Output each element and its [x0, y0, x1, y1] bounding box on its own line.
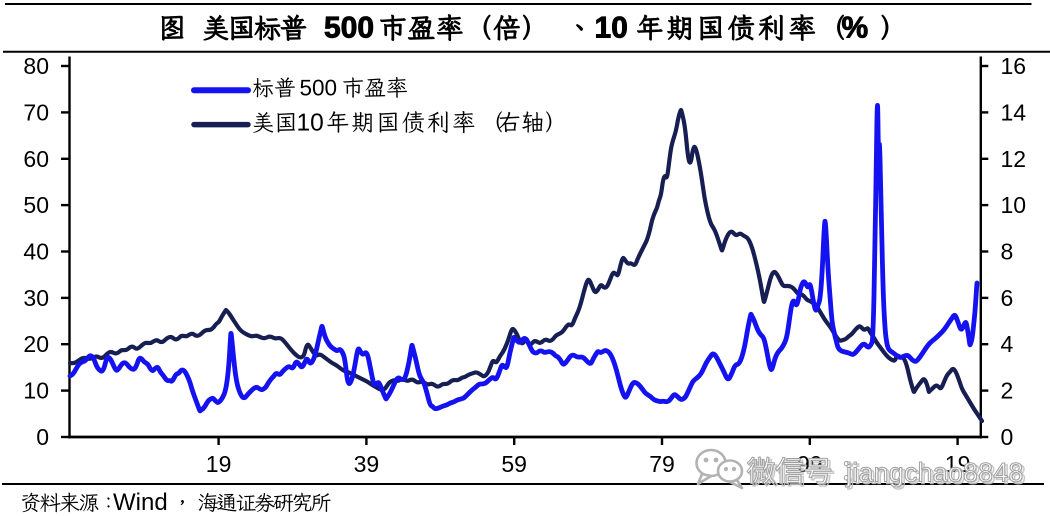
svg-text:6: 6 [1001, 285, 1014, 311]
svg-text:2: 2 [1001, 378, 1014, 404]
svg-text:50: 50 [23, 192, 49, 218]
svg-text:70: 70 [23, 99, 49, 125]
svg-text:10: 10 [1001, 192, 1027, 218]
svg-text:79: 79 [649, 451, 675, 477]
svg-text:10: 10 [23, 378, 49, 404]
svg-text:60: 60 [23, 146, 49, 172]
svg-text:4: 4 [1001, 331, 1014, 357]
svg-text:jiangchao8848: jiangchao8848 [847, 460, 1026, 490]
svg-text:19: 19 [945, 451, 971, 477]
svg-text:59: 59 [501, 451, 527, 477]
svg-text:0: 0 [1001, 424, 1014, 450]
svg-text:12: 12 [1001, 146, 1027, 172]
svg-text:39: 39 [354, 451, 380, 477]
svg-text:19: 19 [206, 451, 232, 477]
svg-text:jiangchao8848: jiangchao8848 [845, 458, 1024, 488]
svg-text:0: 0 [36, 424, 49, 450]
svg-text:16: 16 [1001, 53, 1027, 79]
svg-text:80: 80 [23, 53, 49, 79]
svg-text:14: 14 [1001, 99, 1027, 125]
svg-text:30: 30 [23, 285, 49, 311]
svg-text:40: 40 [23, 239, 49, 265]
svg-text:8: 8 [1001, 239, 1014, 265]
svg-text:Wind: Wind [113, 489, 168, 516]
svg-text:20: 20 [23, 331, 49, 357]
